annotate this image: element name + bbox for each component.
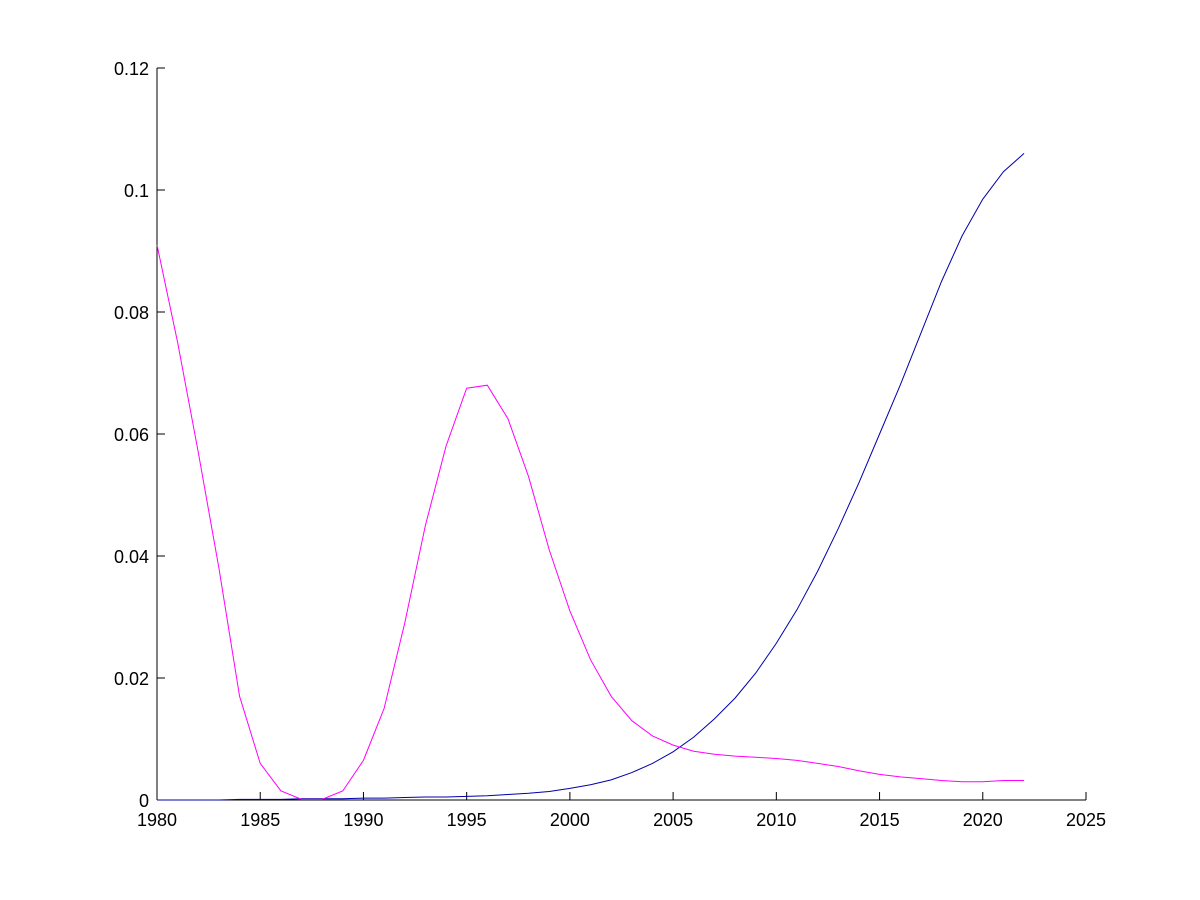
x-tick-label: 2015	[860, 810, 900, 830]
y-tick-label: 0.02	[114, 669, 149, 689]
x-tick-label: 2000	[550, 810, 590, 830]
x-tick-label: 1995	[447, 810, 487, 830]
series-line	[156, 244, 1025, 800]
x-tick-label: 1980	[137, 810, 177, 830]
y-tick-label: 0.1	[124, 181, 149, 201]
x-tick-label: 2010	[756, 810, 796, 830]
y-tick-label: 0.08	[114, 303, 149, 323]
series-line	[157, 153, 1025, 801]
x-tick-label: 1990	[343, 810, 383, 830]
y-tick-label: 0	[139, 791, 149, 811]
x-tick-label: 1985	[240, 810, 280, 830]
x-tick-label: 2005	[653, 810, 693, 830]
y-tick-label: 0.04	[114, 547, 149, 567]
y-tick-label: 0.06	[114, 425, 149, 445]
x-tick-label: 2020	[963, 810, 1003, 830]
y-tick-label: 0.12	[114, 59, 149, 79]
x-tick-label: 2025	[1066, 810, 1106, 830]
